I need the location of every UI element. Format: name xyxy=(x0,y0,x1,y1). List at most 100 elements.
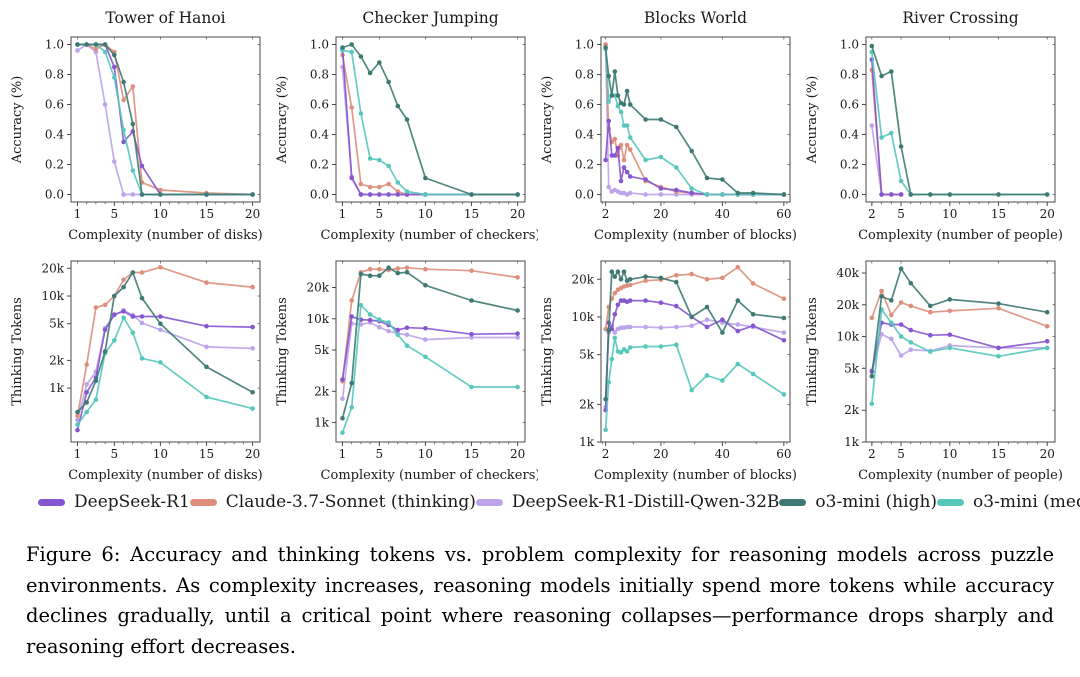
data-point xyxy=(340,377,345,382)
data-point xyxy=(377,184,382,190)
y-axis-label: Accuracy (%) xyxy=(275,76,290,165)
y-tick-label: 0.0 xyxy=(310,188,329,202)
data-point xyxy=(75,409,80,415)
data-point xyxy=(130,121,136,127)
data-point xyxy=(423,326,428,331)
data-point xyxy=(367,273,373,278)
data-point xyxy=(112,312,117,317)
y-tick-label: 5k xyxy=(579,348,595,362)
y-tick-label: 0.4 xyxy=(840,128,859,142)
x-tick-label: 5 xyxy=(376,207,384,221)
series-line xyxy=(341,315,518,380)
data-point xyxy=(515,275,520,280)
legend-label: o3-mini (medium) xyxy=(973,492,1080,512)
data-point xyxy=(250,192,255,197)
data-point xyxy=(1044,339,1050,344)
data-point xyxy=(658,186,664,191)
data-point xyxy=(423,266,428,272)
data-point xyxy=(469,298,474,303)
data-point xyxy=(395,103,401,109)
data-point xyxy=(624,349,630,354)
data-point xyxy=(889,130,894,136)
y-tick-label: 1.0 xyxy=(45,38,64,52)
data-point xyxy=(139,314,145,319)
data-point xyxy=(112,64,117,70)
data-point xyxy=(139,356,145,361)
data-point xyxy=(606,73,611,79)
series-line xyxy=(870,267,1048,377)
x-tick-label: 20 xyxy=(245,207,260,221)
data-point xyxy=(928,303,933,309)
data-point xyxy=(75,42,80,47)
data-point xyxy=(689,148,694,154)
y-tick-label: 0.2 xyxy=(840,158,859,172)
data-point xyxy=(643,177,648,182)
data-point xyxy=(158,314,163,319)
chart-title: Blocks World xyxy=(644,9,747,27)
series-line xyxy=(77,43,253,196)
data-point xyxy=(704,304,710,310)
data-point xyxy=(908,340,914,345)
data-point xyxy=(606,328,611,333)
data-point xyxy=(84,390,89,395)
data-point xyxy=(643,278,648,283)
y-tick-label: 5k xyxy=(844,361,860,375)
y-tick-label: 1k xyxy=(314,416,330,430)
data-point xyxy=(612,335,618,341)
data-point xyxy=(720,317,725,322)
data-point xyxy=(908,303,914,309)
x-tick-label: 10 xyxy=(153,207,168,221)
data-point xyxy=(612,274,618,279)
data-point xyxy=(898,192,904,197)
data-point xyxy=(781,338,787,343)
data-point xyxy=(908,192,914,197)
data-point xyxy=(423,337,428,342)
x-tick-label: 2 xyxy=(602,447,610,461)
data-point xyxy=(112,75,117,80)
data-point xyxy=(996,345,1001,351)
y-tick-label: 0.8 xyxy=(575,68,594,82)
series-line xyxy=(77,43,253,196)
data-point xyxy=(130,168,136,173)
y-tick-label: 5k xyxy=(49,317,65,331)
data-point xyxy=(898,322,904,327)
data-point xyxy=(250,390,255,395)
data-point xyxy=(395,266,401,271)
y-tick-label: 10k xyxy=(571,310,594,324)
x-tick-label: 20 xyxy=(653,447,668,461)
data-point xyxy=(112,338,117,343)
data-point xyxy=(139,295,145,301)
x-axis-label: Complexity (number of checkers) xyxy=(321,468,538,483)
data-point xyxy=(367,266,373,272)
data-point xyxy=(358,302,364,308)
data-point xyxy=(75,417,80,423)
figure-caption: Figure 6: Accuracy and thinking tokens v… xyxy=(26,543,1054,658)
data-point xyxy=(515,384,520,390)
data-point xyxy=(689,271,694,277)
x-tick-label: 1 xyxy=(74,207,82,221)
data-point xyxy=(869,123,875,128)
data-point xyxy=(395,192,401,197)
x-tick-label: 5 xyxy=(376,447,384,461)
data-point xyxy=(689,186,694,191)
data-point xyxy=(204,364,209,370)
data-point xyxy=(898,144,904,149)
data-point xyxy=(627,147,633,152)
y-tick-label: 0.8 xyxy=(840,68,859,82)
data-point xyxy=(615,103,621,109)
data-point xyxy=(674,324,679,330)
data-point xyxy=(621,165,627,170)
data-point xyxy=(627,277,633,282)
data-point xyxy=(603,45,608,50)
data-point xyxy=(603,157,608,163)
legend-swatch-icon xyxy=(779,498,807,506)
data-point xyxy=(377,192,382,197)
data-point xyxy=(879,73,884,79)
data-point xyxy=(367,156,373,161)
data-point xyxy=(720,330,725,335)
data-point xyxy=(349,314,354,319)
legend: DeepSeek-R1 Claude-3.7-Sonnet (thinking) D… xyxy=(0,486,1080,512)
data-point xyxy=(674,342,679,347)
y-tick-label: 20k xyxy=(836,298,859,312)
